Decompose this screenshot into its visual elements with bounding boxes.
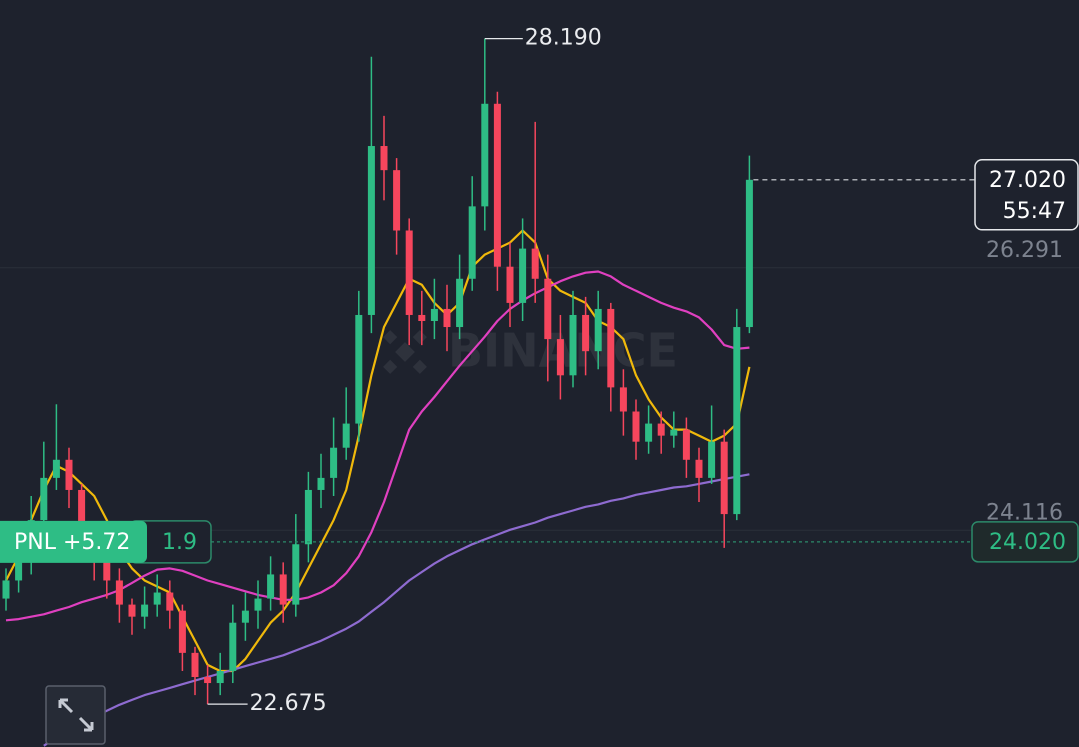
candle-body: [78, 489, 86, 533]
countdown: 55:47: [1003, 199, 1066, 224]
last-price-box: [974, 159, 1079, 231]
expand-icon: [58, 698, 94, 732]
low-label: 22.675: [250, 691, 327, 716]
leverage-label: 1.9: [162, 530, 197, 555]
candle-body: [531, 248, 539, 279]
candle-body: [128, 604, 136, 617]
candle-body: [15, 562, 23, 581]
candle-body: [241, 610, 249, 623]
candle-body: [645, 423, 653, 442]
candle-body: [720, 441, 728, 515]
candle-body: [115, 580, 123, 605]
candle-body: [2, 580, 10, 599]
candle-body: [468, 206, 476, 279]
candle-body: [695, 459, 703, 478]
overlay: 28.190 22.675 27.020 55:47 PNL +5.72 1.9 24.02…: [0, 26, 1079, 716]
candle-body: [582, 314, 590, 352]
candle-body: [52, 459, 60, 478]
candle-body: [519, 248, 527, 303]
grid: 24.116 26.291: [0, 238, 1079, 531]
high-label: 28.190: [525, 26, 602, 51]
moving-average-line: [43, 473, 750, 747]
candle-body: [657, 423, 665, 436]
moving-average-line: [5, 229, 751, 673]
moving-average-line: [5, 270, 750, 622]
candle-body: [506, 266, 514, 303]
candle-body: [204, 677, 212, 684]
candle-body: [682, 429, 690, 460]
last-price-label: 27.020: [989, 168, 1066, 193]
candle-body: [380, 146, 388, 171]
candle-body: [456, 278, 464, 328]
candle-body: [292, 544, 300, 605]
candle-body: [279, 574, 287, 605]
candle-body: [493, 103, 501, 267]
candle-body: [393, 170, 401, 231]
y-tick-label: 24.116: [986, 500, 1063, 525]
candle-body: [65, 459, 73, 490]
candle-body: [708, 441, 716, 478]
candle-body: [418, 314, 426, 322]
candle-body: [430, 308, 438, 322]
watermark-logo: [383, 330, 427, 374]
candle-body: [304, 489, 312, 545]
expand-button[interactable]: [45, 685, 106, 745]
pnl-label: PNL +5.72: [14, 530, 130, 555]
candle-body: [556, 339, 564, 376]
moving-averages: [5, 229, 751, 747]
candle-body: [103, 562, 111, 581]
y-tick-label: 26.291: [986, 238, 1063, 263]
candle-body: [191, 652, 199, 678]
candle-body: [745, 179, 753, 328]
candle-body: [481, 103, 489, 207]
candle-body: [317, 477, 325, 490]
expand-box[interactable]: [45, 685, 106, 745]
candle-body: [619, 387, 627, 412]
candle-body: [594, 308, 602, 352]
candle-body: [405, 230, 413, 315]
pnl-box: [0, 520, 147, 563]
candle-body: [330, 447, 338, 478]
candle-body: [733, 327, 741, 515]
candle-body: [342, 423, 350, 448]
candle-body: [40, 477, 48, 521]
candles: [2, 38, 753, 705]
candle-body: [166, 592, 174, 611]
entry-price-box: [971, 521, 1079, 563]
entry-price-label: 24.020: [989, 530, 1066, 555]
candle-body: [367, 146, 375, 315]
candle-body: [607, 308, 615, 388]
candle-body: [544, 278, 552, 340]
candle-body: [632, 411, 640, 442]
candle-body: [178, 610, 186, 653]
candle-body: [141, 604, 149, 617]
candle-body: [229, 622, 237, 671]
candle-body: [254, 598, 262, 611]
candle-body: [355, 314, 363, 424]
candle-body: [569, 314, 577, 376]
candle-body: [670, 429, 678, 436]
candle-body: [153, 592, 161, 605]
candle-body: [267, 574, 275, 599]
candle-body: [216, 670, 224, 684]
candle-body: [443, 308, 451, 328]
